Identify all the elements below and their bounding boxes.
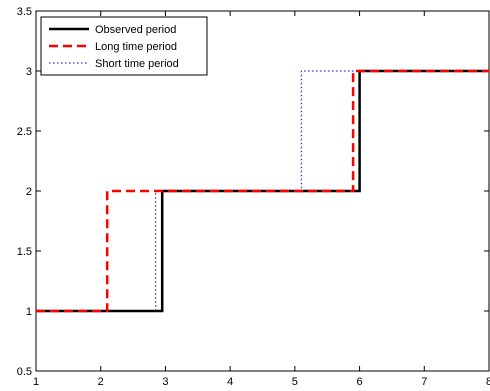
x-tick-label: 3 <box>162 376 168 388</box>
legend-label: Short time period <box>95 58 179 70</box>
legend-label: Long time period <box>95 41 177 53</box>
x-tick-label: 7 <box>421 376 427 388</box>
y-tick-label: 1.5 <box>17 246 32 258</box>
y-tick-label: 1 <box>26 306 32 318</box>
x-tick-label: 8 <box>486 376 490 388</box>
series-line-long-time-period <box>36 69 489 313</box>
y-tick-label: 3 <box>26 66 32 78</box>
legend: Observed period Long time period Short tim… <box>40 16 208 76</box>
x-tick-label: 4 <box>227 376 233 388</box>
y-tick-label: 3.5 <box>17 6 32 18</box>
series-lines <box>36 69 489 313</box>
x-tick-label: 2 <box>98 376 104 388</box>
x-tick-label: 5 <box>292 376 298 388</box>
x-tick-label: 6 <box>357 376 363 388</box>
y-tick-label: 2.5 <box>17 126 32 138</box>
y-tick-label: 2 <box>26 186 32 198</box>
y-tick-label: 0.5 <box>17 366 32 378</box>
axis-ticks: 1 2 3 4 5 6 7 80.511.522.533.5 <box>17 6 490 388</box>
x-tick-label: 1 <box>33 376 39 388</box>
legend-label: Observed period <box>95 24 176 36</box>
